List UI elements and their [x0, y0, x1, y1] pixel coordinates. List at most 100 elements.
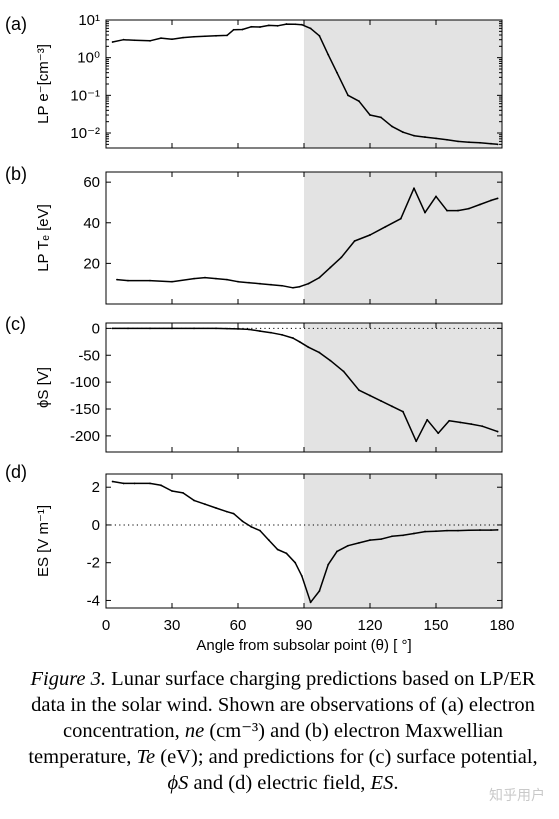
data-point [193, 277, 195, 280]
data-point [226, 327, 228, 330]
data-point [496, 528, 499, 531]
data-point [468, 207, 470, 210]
caption-ne-symbol: ne [184, 720, 205, 742]
y-axis-label: ES [V m⁻¹] [35, 505, 52, 577]
data-point [237, 328, 239, 330]
y-tick-label: -50 [78, 347, 100, 364]
data-point [122, 482, 125, 485]
y-tick-label: -4 [87, 592, 100, 609]
data-point [496, 197, 499, 200]
data-point [237, 280, 239, 283]
caption-phi-symbol: ϕS [167, 772, 189, 794]
data-point [111, 480, 114, 483]
y-axis-label: LP Tₑ [eV] [35, 204, 52, 272]
caption-intro: Lunar surface charging predictions based… [31, 668, 536, 742]
data-point [437, 432, 440, 435]
data-point [204, 276, 206, 279]
data-point [336, 71, 338, 74]
x-tick-label: 150 [423, 617, 448, 634]
data-point [149, 327, 151, 330]
y-tick-label: 0 [92, 320, 100, 337]
data-point [380, 538, 382, 541]
data-point [340, 256, 343, 259]
data-point [250, 525, 253, 528]
data-point [490, 142, 492, 145]
data-point [149, 279, 151, 282]
data-point [111, 327, 114, 330]
panel-letter: (c) [5, 314, 26, 334]
data-point [298, 340, 301, 343]
data-point [294, 561, 297, 564]
data-point [149, 39, 151, 42]
data-point [446, 529, 448, 532]
data-point [369, 394, 371, 397]
data-point [424, 136, 426, 138]
data-point [122, 38, 125, 41]
data-point [490, 199, 492, 202]
data-point [369, 114, 371, 116]
y-tick-label: 20 [83, 255, 100, 272]
data-point [193, 327, 195, 330]
data-point [347, 544, 349, 547]
data-point [413, 134, 415, 137]
panel-letter: (a) [5, 14, 27, 34]
data-point [270, 283, 272, 286]
caption-mid1: and (b) electron Maxwellian temperature, [28, 720, 503, 768]
y-axis-label: LP e⁻[cm⁻³] [35, 44, 52, 124]
data-point [204, 503, 206, 506]
data-point [248, 328, 250, 331]
y-axis-label: ϕS [V] [35, 367, 52, 408]
data-point [215, 277, 217, 280]
data-point [267, 539, 270, 541]
series-line [116, 187, 498, 289]
data-point [435, 530, 437, 533]
panel-2 [105, 171, 503, 305]
x-tick-label: 120 [357, 617, 382, 634]
data-point [215, 507, 217, 509]
data-point [285, 23, 288, 25]
data-point [292, 286, 294, 289]
data-point [259, 26, 261, 28]
data-point [259, 282, 261, 285]
data-point [193, 35, 195, 38]
data-point [309, 601, 312, 604]
data-point [298, 285, 301, 288]
figure-caption: Figure 3. Lunar surface charging predict… [28, 666, 538, 796]
data-point [496, 143, 499, 146]
data-point [380, 400, 382, 402]
data-point [204, 35, 206, 38]
data-point [446, 209, 448, 212]
data-point [259, 330, 261, 332]
data-point [318, 34, 321, 37]
data-point [402, 534, 404, 537]
data-point [232, 512, 235, 515]
data-point [276, 24, 279, 27]
data-point [329, 359, 332, 362]
data-point [294, 23, 297, 26]
x-tick-label: 60 [230, 617, 247, 634]
data-point [446, 138, 448, 141]
data-point [226, 34, 228, 37]
data-point [490, 529, 492, 531]
y-tick-label: 10⁰ [77, 50, 100, 67]
caption-figure-label: Figure 3. [30, 668, 107, 690]
x-tick-label: 0 [102, 617, 110, 634]
data-point [133, 39, 136, 42]
panel-3 [105, 322, 503, 453]
caption-mid2: ; and predictions for (c) surface potent… [197, 746, 538, 768]
data-point [241, 520, 244, 523]
data-point [193, 499, 195, 502]
data-point [496, 430, 499, 433]
data-point [424, 211, 426, 214]
data-point [241, 28, 244, 31]
data-point [457, 529, 459, 532]
data-point [160, 37, 162, 40]
shaded-region [304, 172, 502, 304]
data-point [226, 510, 228, 513]
y-tick-label: 60 [83, 174, 100, 191]
x-tick-label: 90 [296, 617, 313, 634]
data-point [226, 278, 228, 281]
data-point [171, 280, 173, 283]
data-point [342, 370, 345, 373]
